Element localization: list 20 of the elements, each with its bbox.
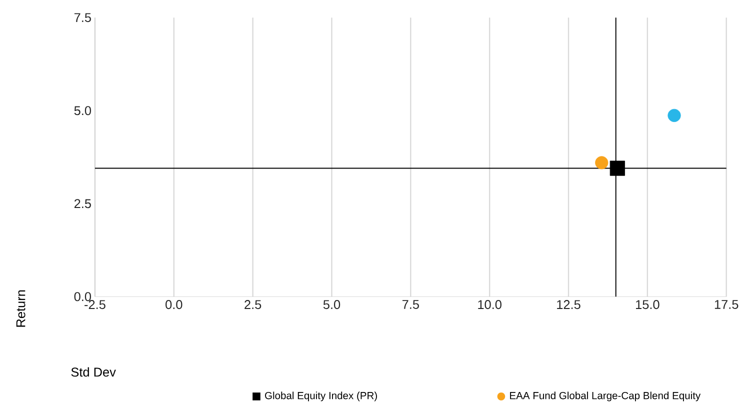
x-tick-label: 10.0 <box>478 300 502 309</box>
point <box>668 108 681 122</box>
point <box>595 156 608 170</box>
x-tick-label: 5.0 <box>323 300 340 309</box>
x-tick-label: 2.5 <box>244 300 262 309</box>
legend-label: Global Equity Index (PR) <box>265 392 377 402</box>
point <box>610 160 625 176</box>
legend-label: EAA Fund Global Large-Cap Blend Equity <box>510 392 701 402</box>
x-tick-label: 12.5 <box>557 300 580 309</box>
y-tick-label: 0.0 <box>74 292 92 301</box>
y-axis-title: Return <box>16 290 26 327</box>
y-tick-label: 7.5 <box>74 13 91 22</box>
y-tick-label: 2.5 <box>74 198 91 208</box>
x-tick-label: -2.5 <box>84 300 106 309</box>
x-tick-label: 17.5 <box>714 300 738 309</box>
x-tick-label: 7.5 <box>402 300 419 309</box>
x-tick-label: 15.0 <box>636 300 660 309</box>
x-tick-label: 0.0 <box>166 300 182 309</box>
y-tick-label: 5.0 <box>74 106 92 115</box>
x-axis-title: Std Dev <box>71 367 116 377</box>
